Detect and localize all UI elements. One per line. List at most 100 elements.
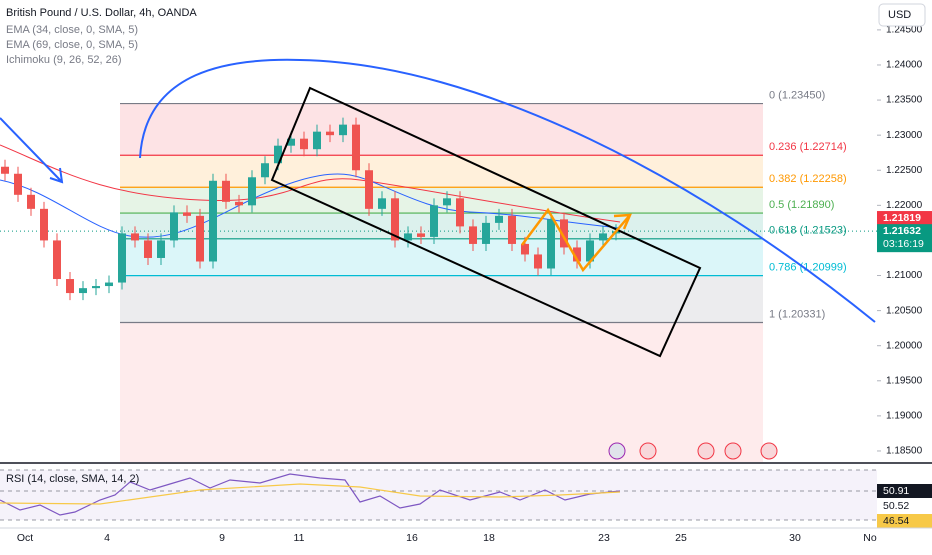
candle-body bbox=[547, 219, 555, 269]
candle-body bbox=[599, 233, 607, 241]
candle-body bbox=[40, 208, 48, 241]
fib-band bbox=[120, 213, 763, 239]
candle-body bbox=[482, 222, 490, 244]
y-tick-label: 1.19500 bbox=[886, 375, 923, 386]
fib-label: 0.618 (1.21523) bbox=[769, 225, 847, 237]
fib-band bbox=[120, 275, 763, 323]
currency-button[interactable] bbox=[878, 3, 926, 27]
candle-body bbox=[261, 163, 269, 178]
y-tick-label: 1.22000 bbox=[886, 200, 923, 211]
y-tick-label: 1.23500 bbox=[886, 95, 923, 106]
price-tag-label: 1.21632 bbox=[883, 225, 921, 237]
event-icon bbox=[639, 442, 657, 460]
fib-band bbox=[120, 275, 763, 323]
indicator-label: Ichimoku (9, 26, 52, 26) bbox=[6, 54, 122, 66]
rsi-value: 50.91 bbox=[883, 485, 909, 497]
fib-label: 0.786 (1.20999) bbox=[769, 261, 847, 273]
ema-34 bbox=[0, 173, 621, 238]
candle-body bbox=[183, 212, 191, 216]
y-tick-label: 1.24000 bbox=[886, 60, 923, 71]
rsi-band bbox=[0, 470, 877, 520]
candle-body bbox=[274, 145, 282, 164]
candle-body bbox=[404, 233, 412, 241]
candle-body bbox=[326, 131, 334, 136]
y-tick-label: 1.23000 bbox=[886, 130, 923, 141]
price-tag-label: 1.21819 bbox=[883, 212, 921, 224]
fib-band bbox=[120, 103, 763, 156]
x-tick-label: Oct bbox=[17, 532, 33, 544]
candle-body bbox=[66, 279, 74, 294]
x-tick-label: 30 bbox=[789, 532, 801, 544]
rsi-title: RSI (14, close, SMA, 14, 2) bbox=[6, 473, 139, 485]
ema-69 bbox=[0, 144, 621, 223]
main-pane: 0 (1.23450) 0.236 (1.22714) 0.382 (1.22258… bbox=[0, 58, 877, 462]
event-icon bbox=[697, 442, 715, 460]
candle-body bbox=[300, 138, 308, 150]
candle-body bbox=[170, 212, 178, 241]
candle-body bbox=[248, 177, 256, 206]
x-tick-label: 4 bbox=[104, 532, 110, 544]
y-tick-label: 1.24500 bbox=[886, 25, 923, 36]
y-tick-label: 1.20000 bbox=[886, 340, 923, 351]
currency: USD bbox=[888, 9, 911, 21]
arrow bbox=[0, 117, 64, 184]
y-tick-label: 1.19000 bbox=[886, 411, 923, 422]
candle-body bbox=[27, 194, 35, 209]
candle-body bbox=[339, 124, 347, 136]
candle-body bbox=[92, 286, 100, 289]
indicator-label: EMA (34, close, 0, SMA, 5) bbox=[6, 24, 138, 36]
y-tick-label: 1.20500 bbox=[886, 305, 923, 316]
candle-body bbox=[430, 205, 438, 237]
candle-body bbox=[417, 233, 425, 237]
candle-body bbox=[235, 201, 243, 206]
candle-body bbox=[105, 282, 113, 287]
candle-body bbox=[521, 243, 529, 255]
rsi-tag bbox=[877, 484, 932, 498]
fib-label: 0.382 (1.22258) bbox=[769, 173, 847, 185]
candle-body bbox=[469, 226, 477, 244]
price-tag bbox=[877, 224, 932, 253]
candle-body bbox=[79, 288, 87, 294]
fib-label: 0.236 (1.22714) bbox=[769, 141, 847, 153]
fib-band bbox=[120, 103, 763, 156]
rsi-tag bbox=[877, 514, 932, 528]
candle-body bbox=[443, 198, 451, 206]
x-tick-label: 25 bbox=[675, 532, 687, 544]
candle-body bbox=[378, 198, 386, 209]
countdown: 03:16:19 bbox=[883, 238, 924, 250]
rsi-sma bbox=[0, 483, 621, 505]
candle-body bbox=[144, 240, 152, 258]
candle-body bbox=[352, 124, 360, 171]
candle-body bbox=[1, 166, 9, 174]
candle-body bbox=[209, 180, 217, 262]
candle-body bbox=[131, 233, 139, 241]
fib-band bbox=[120, 213, 763, 239]
candle-body bbox=[14, 173, 22, 195]
y-tick-label: 1.21000 bbox=[886, 270, 923, 281]
candle-body bbox=[534, 254, 542, 269]
event-icon bbox=[760, 442, 778, 460]
y-tick-label: 1.22500 bbox=[886, 165, 923, 176]
price-tag bbox=[877, 211, 932, 226]
candle-body bbox=[560, 219, 568, 248]
candle-body bbox=[157, 240, 165, 258]
candle-body bbox=[222, 180, 230, 202]
candle-body bbox=[495, 215, 503, 223]
x-tick-label: 11 bbox=[294, 532, 305, 544]
pattern bbox=[520, 207, 632, 273]
candle-body bbox=[118, 233, 126, 283]
x-tick-label: 23 bbox=[598, 532, 610, 544]
rsi-value: 46.54 bbox=[883, 515, 909, 527]
x-tick-label: 9 bbox=[219, 532, 225, 544]
event-icon bbox=[724, 442, 742, 460]
candle-body bbox=[287, 138, 295, 146]
candle-body bbox=[573, 247, 581, 262]
candle-body bbox=[508, 215, 516, 244]
indicator-label: EMA (69, close, 0, SMA, 5) bbox=[6, 39, 138, 51]
candle-body bbox=[196, 215, 204, 262]
candle-body bbox=[313, 131, 321, 150]
rsi-value: 50.52 bbox=[883, 500, 909, 512]
candle-body bbox=[53, 240, 61, 280]
